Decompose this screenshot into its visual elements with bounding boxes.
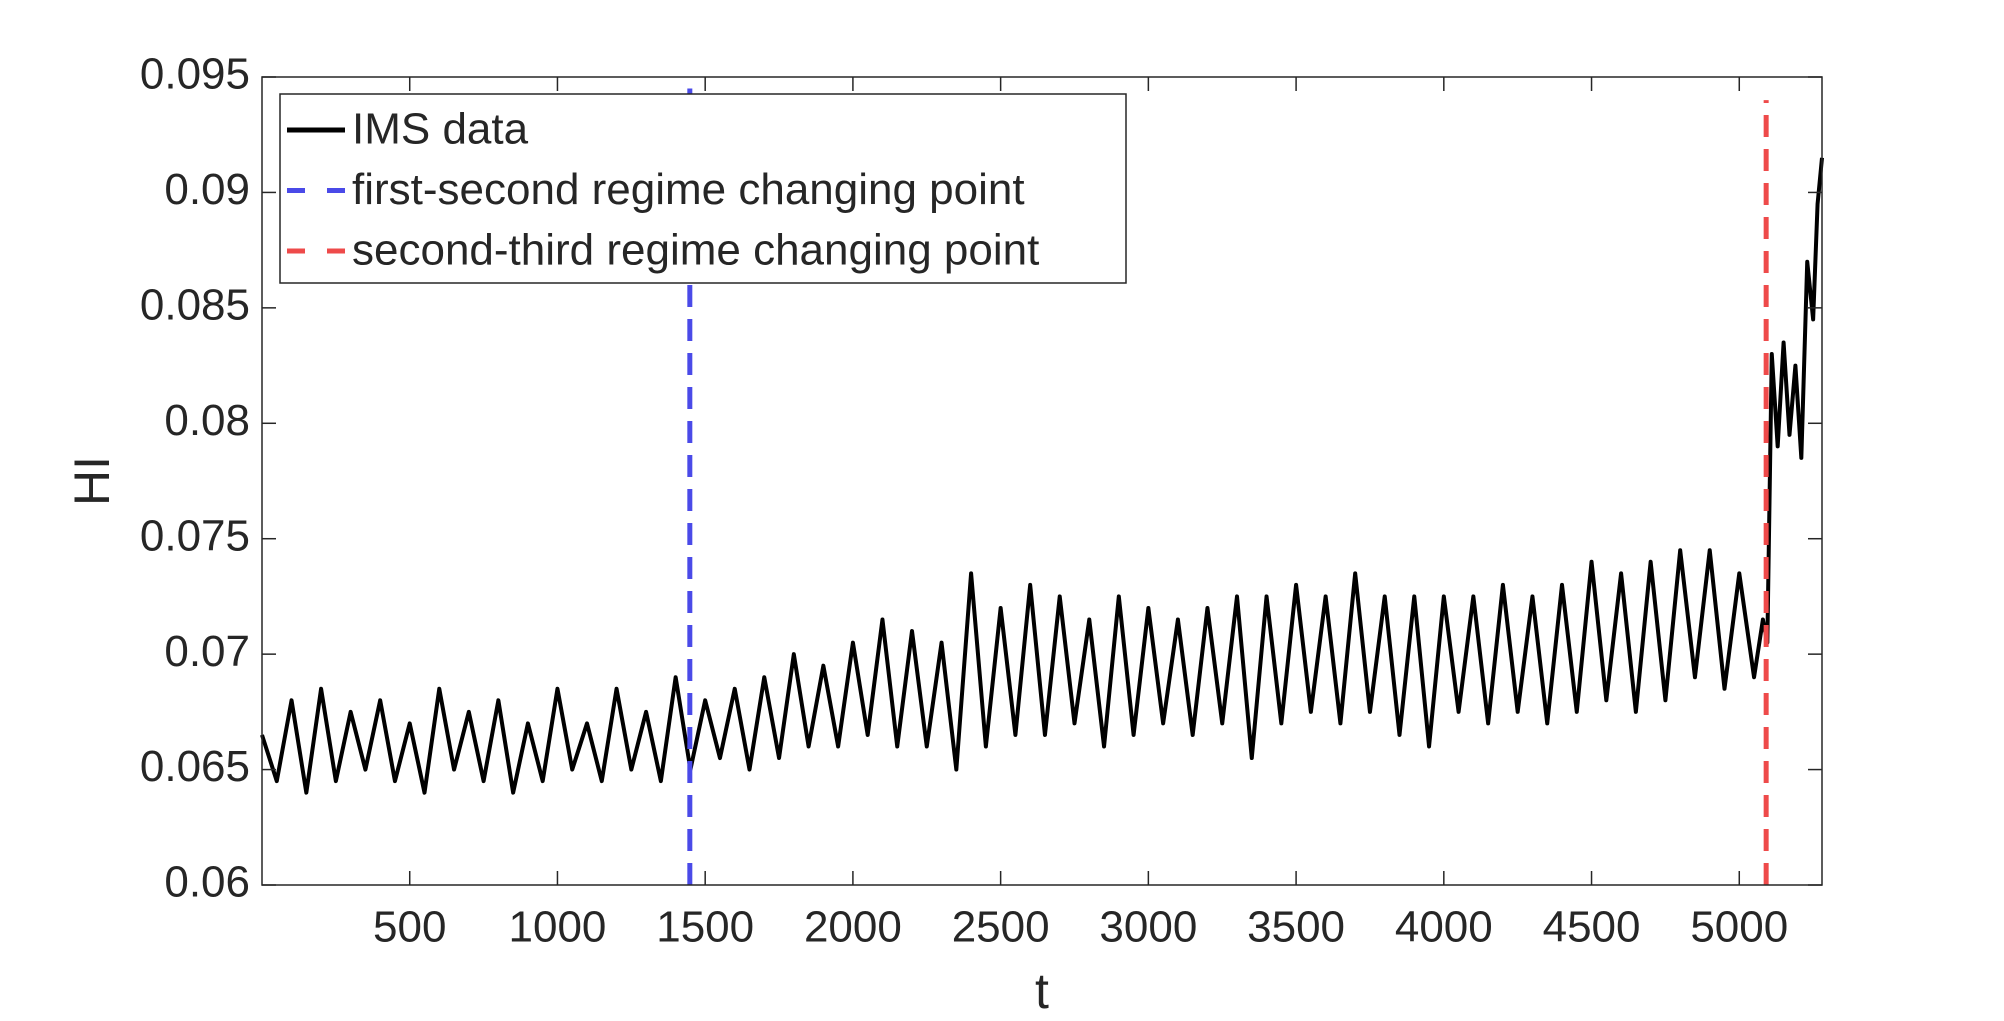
x-axis-label: t (1035, 963, 1049, 1019)
legend-label: first-second regime changing point (352, 165, 1025, 214)
x-tick-label: 2000 (804, 903, 902, 952)
x-tick-label: 4500 (1543, 903, 1641, 952)
data-line (260, 157, 1824, 795)
y-axis-label: HI (64, 456, 120, 506)
x-tick-label: 3000 (1099, 903, 1197, 952)
legend-label: IMS data (352, 105, 529, 154)
x-tick-label: 500 (373, 903, 446, 952)
y-tick-label: 0.09 (164, 165, 250, 214)
y-tick-label: 0.085 (140, 280, 250, 329)
y-tick-label: 0.065 (140, 742, 250, 791)
y-tick-label: 0.07 (164, 627, 250, 676)
axes-frame (261, 76, 1823, 886)
y-tick-label: 0.095 (140, 50, 250, 99)
y-tick-label: 0.08 (164, 396, 250, 445)
x-tick-label: 5000 (1690, 903, 1788, 952)
x-tick-label: 3500 (1247, 903, 1345, 952)
legend: IMS data first-second regime changing poi… (279, 93, 1127, 284)
x-tick-label: 1500 (656, 903, 754, 952)
x-tick-label: 1000 (509, 903, 607, 952)
legend-label: second-third regime changing point (352, 226, 1039, 275)
x-tick-label: 4000 (1395, 903, 1493, 952)
legend-box (279, 93, 1127, 284)
y-tick-label: 0.075 (140, 511, 250, 560)
y-tick-label: 0.06 (164, 858, 250, 907)
x-tick-label: 2500 (952, 903, 1050, 952)
